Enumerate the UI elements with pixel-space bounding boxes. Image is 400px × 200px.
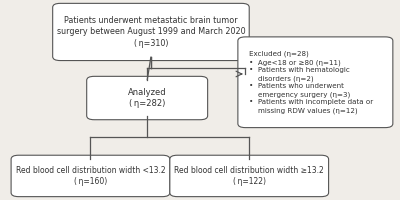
FancyBboxPatch shape (53, 3, 249, 61)
FancyBboxPatch shape (87, 76, 208, 120)
Text: Analyzed
( η=282): Analyzed ( η=282) (128, 88, 166, 108)
FancyBboxPatch shape (170, 155, 328, 197)
FancyBboxPatch shape (11, 155, 170, 197)
Text: Red blood cell distribution width <13.2
( η=160): Red blood cell distribution width <13.2 … (16, 166, 165, 186)
Text: Patients underwent metastatic brain tumor
surgery between August 1999 and March : Patients underwent metastatic brain tumo… (57, 16, 245, 48)
Text: Red blood cell distribution width ≥13.2
( η=122): Red blood cell distribution width ≥13.2 … (174, 166, 324, 186)
FancyBboxPatch shape (238, 37, 393, 128)
Text: Excluded (η=28)
•  Age<18 or ≥80 (η=11)
•  Patients with hematologic
    disorde: Excluded (η=28) • Age<18 or ≥80 (η=11) •… (249, 51, 374, 114)
